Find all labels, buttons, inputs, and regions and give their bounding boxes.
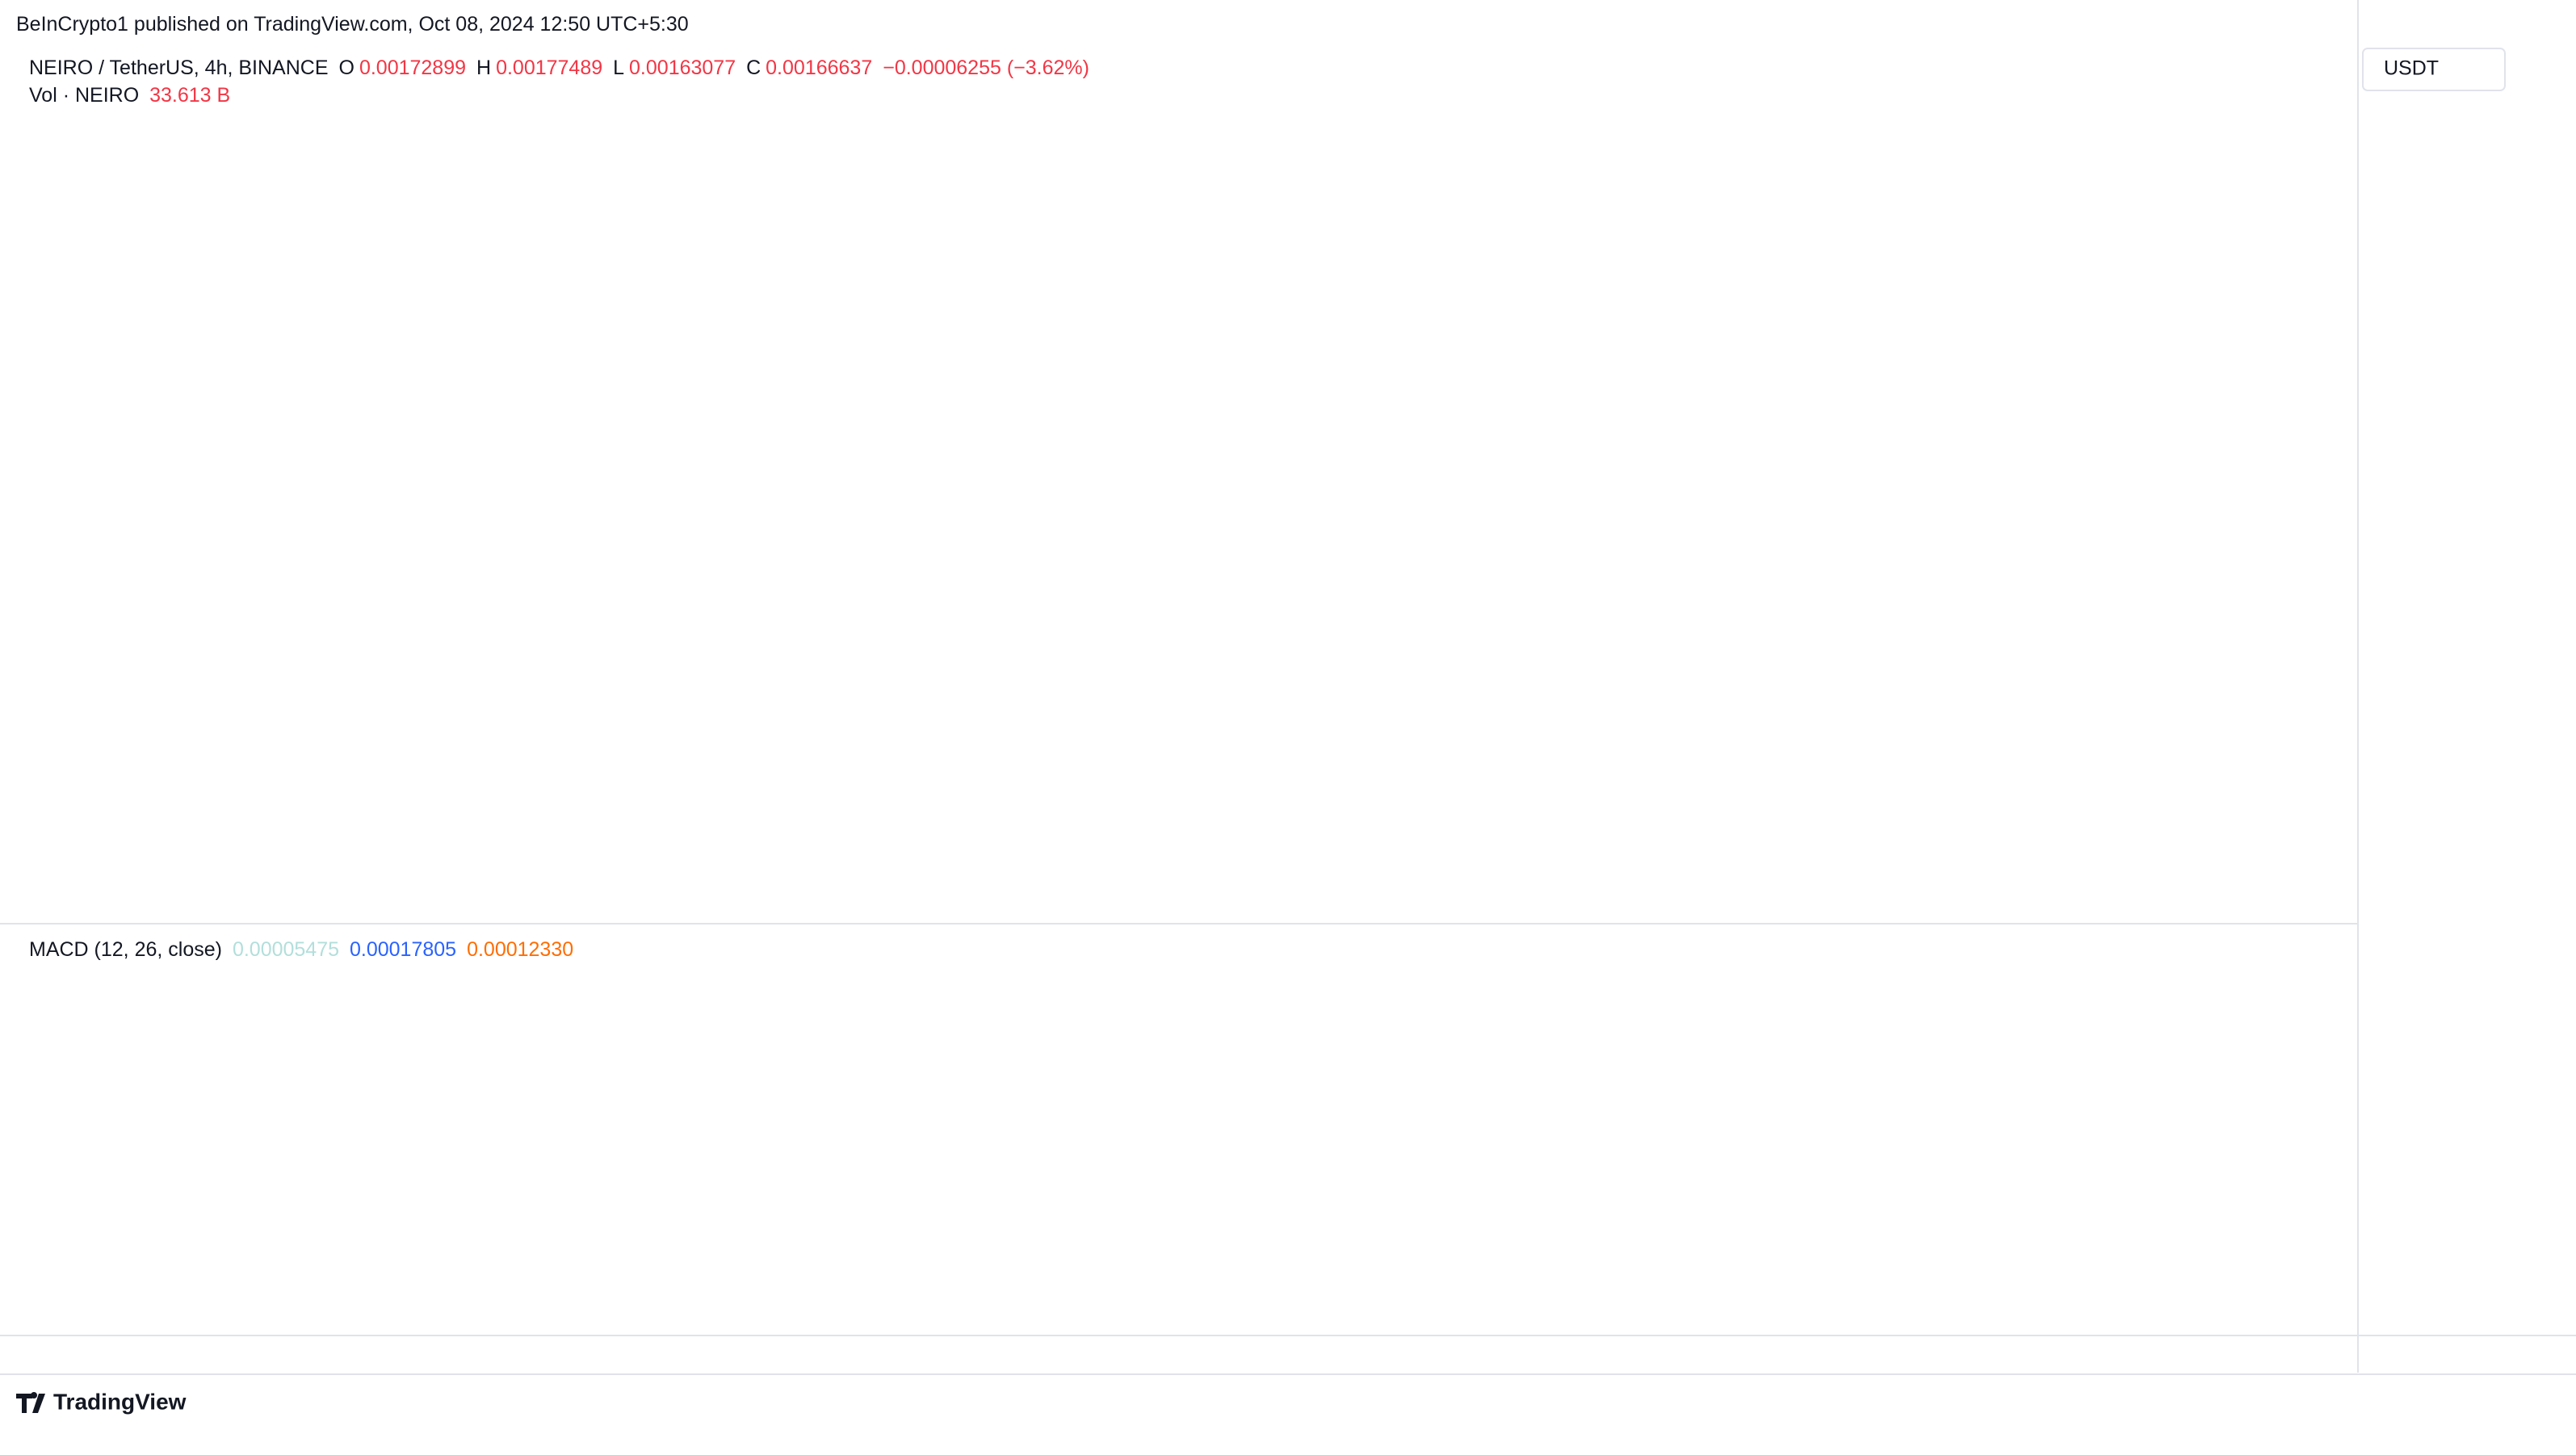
signal-value: 0.00012330	[467, 938, 574, 961]
l-label: L	[613, 57, 625, 79]
open: 0.00172899	[359, 57, 467, 79]
symbol-legend: NEIRO / TetherUS, 4h, BINANCE O 0.0017289…	[29, 57, 1094, 79]
macd-name: MACD (12, 26, close)	[29, 938, 222, 961]
volume-value: 33.613 B	[149, 84, 231, 107]
brand-logo	[16, 1392, 45, 1413]
histogram-value: 0.00005475	[232, 938, 340, 961]
macd-legend: MACD (12, 26, close) 0.00005475 0.000178…	[29, 938, 578, 961]
volume-legend: Vol · NEIRO 33.613 B	[29, 84, 235, 107]
symbol: NEIRO / TetherUS, 4h, BINANCE	[29, 57, 329, 79]
volume-name: Vol · NEIRO	[29, 84, 140, 107]
change: −0.00006255 (−3.62%)	[883, 57, 1089, 79]
brand-name: TradingView	[53, 1389, 187, 1414]
macd-value: 0.00017805	[350, 938, 457, 961]
close: 0.00166637	[766, 57, 873, 79]
currency-label[interactable]: USDT	[2384, 57, 2439, 80]
high: 0.00177489	[496, 57, 603, 79]
o-label: O	[338, 57, 355, 79]
h-label: H	[476, 57, 492, 79]
low: 0.00163077	[629, 57, 736, 79]
publish-info: BeInCrypto1 published on TradingView.com…	[16, 13, 689, 36]
currency-button[interactable]	[2362, 48, 2506, 91]
c-label: C	[746, 57, 761, 79]
